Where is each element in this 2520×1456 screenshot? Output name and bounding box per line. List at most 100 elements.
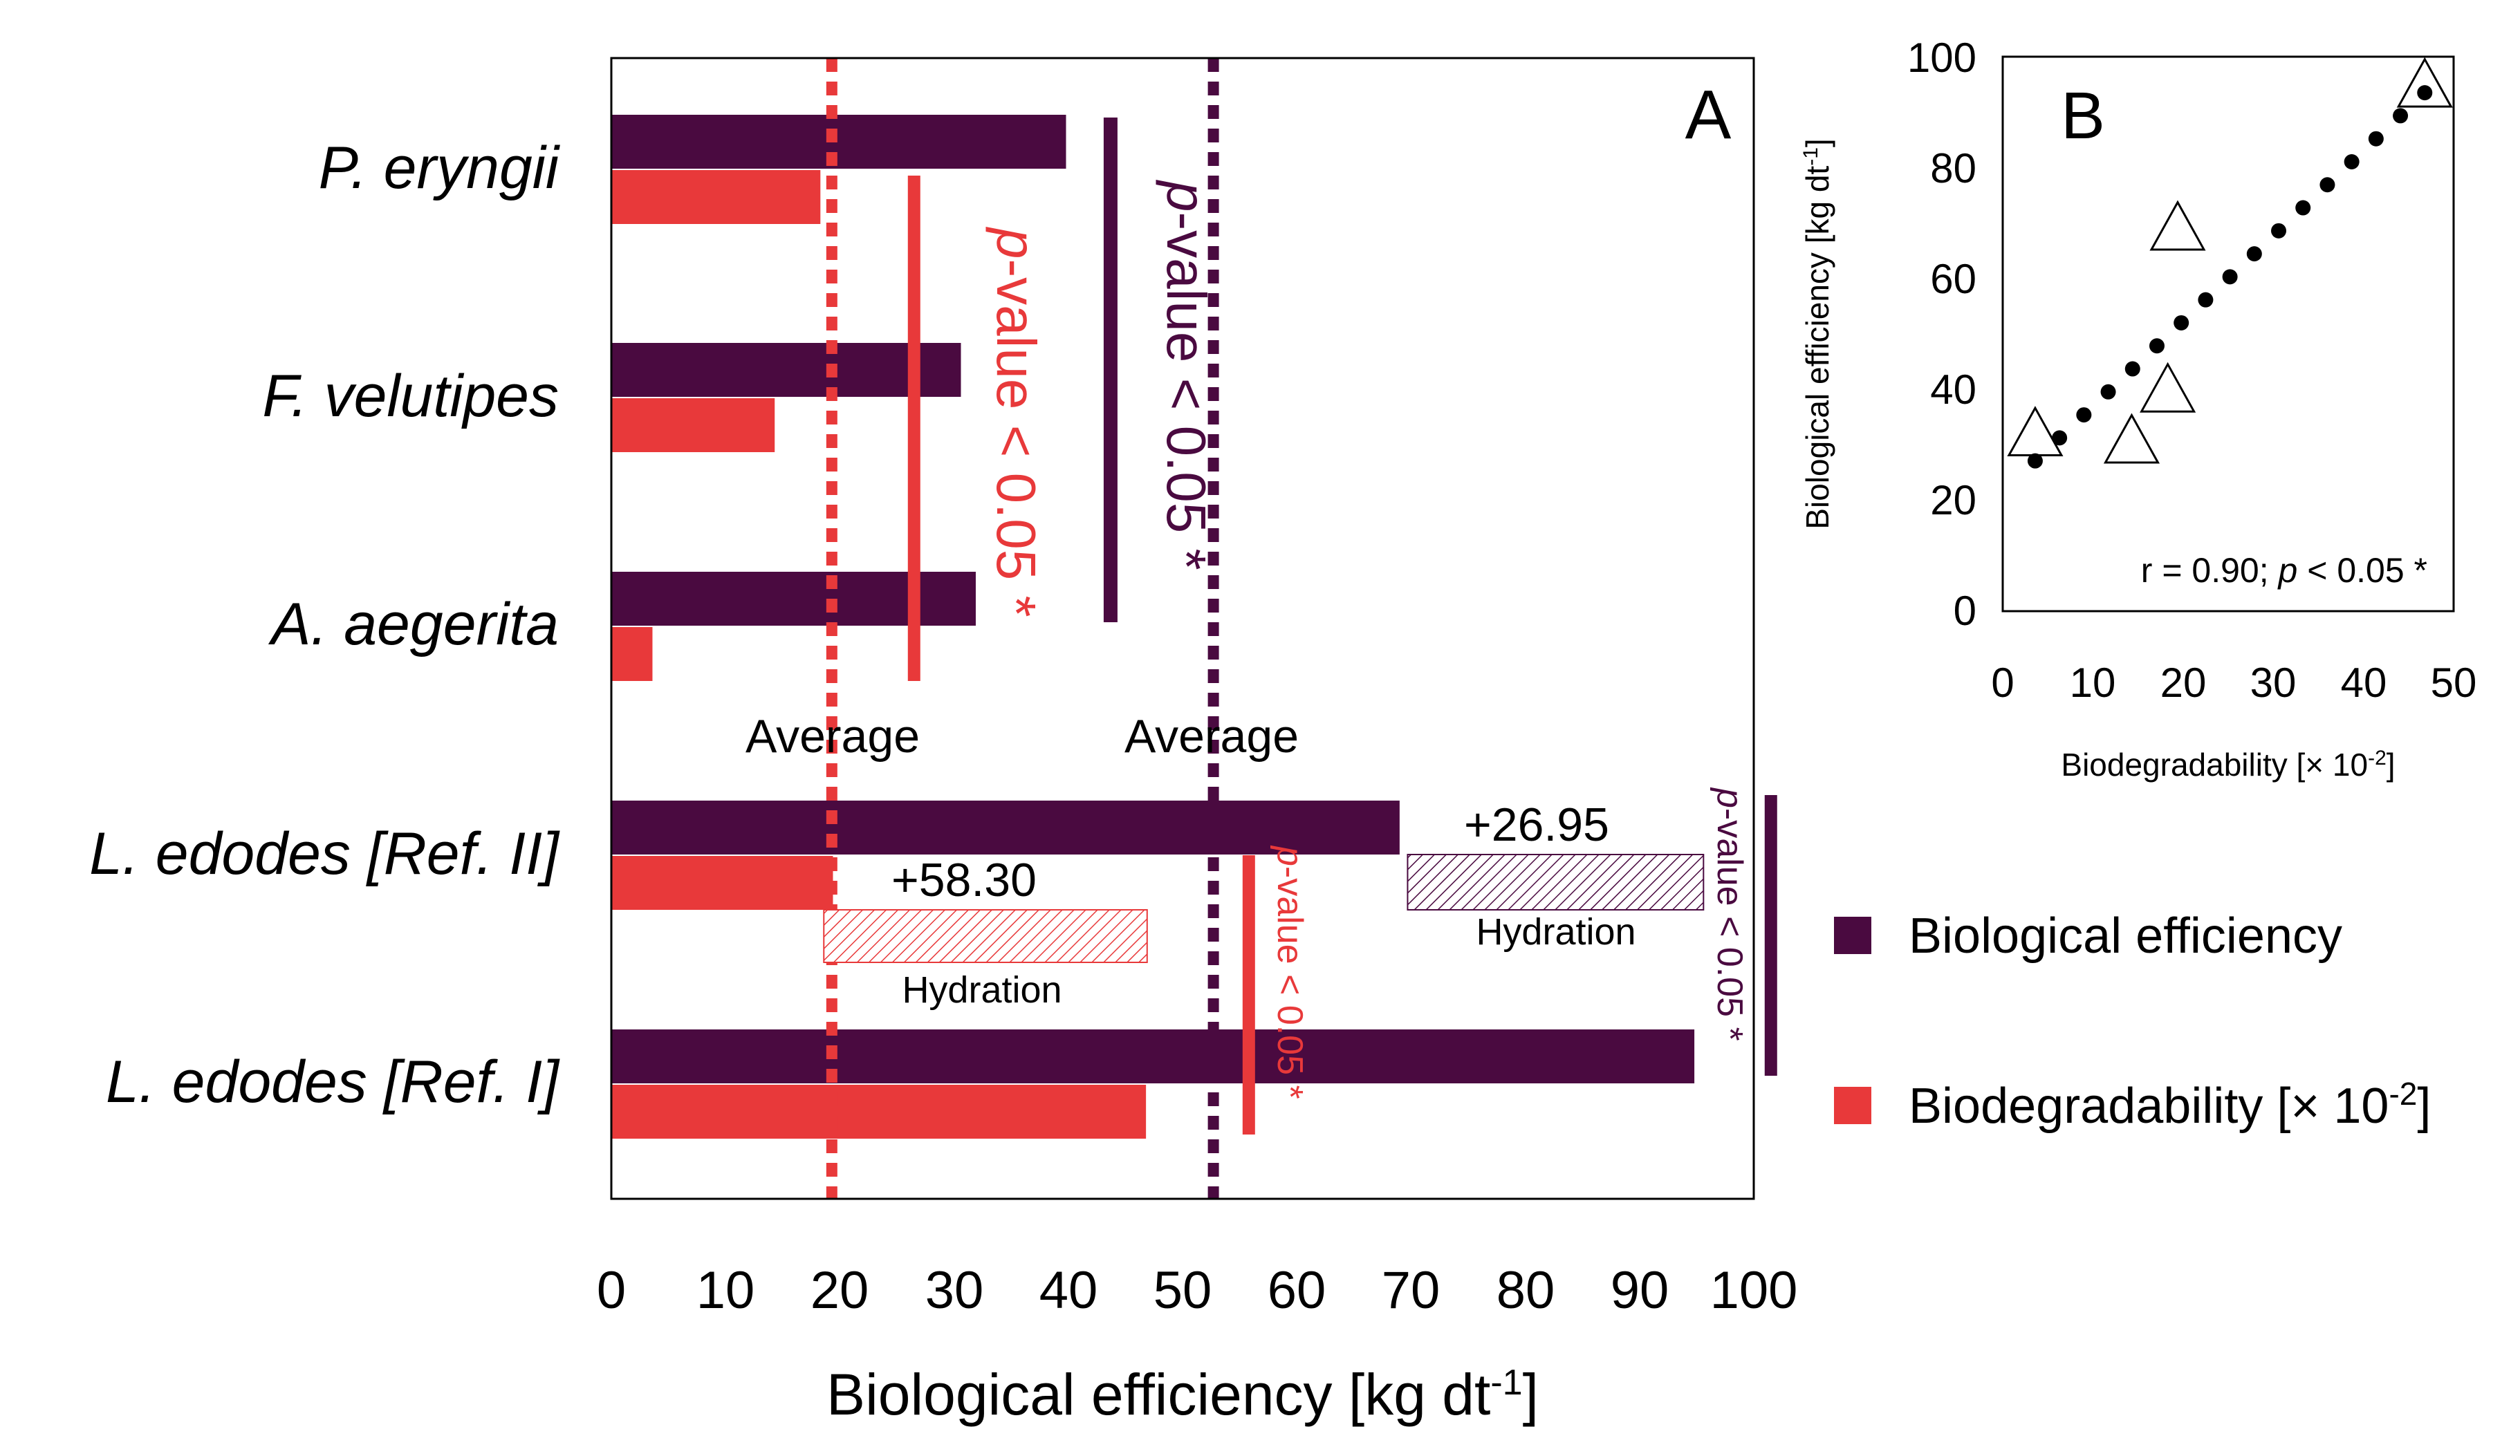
legend-swatch-biodegradability [1834,1087,1871,1124]
panel-b-y-axis-label: Biological efficiency [kg dt-1] [1799,138,1836,529]
trend-line-dot [2076,407,2092,423]
panel-b-label: B [2061,79,2105,153]
trend-line-dot [2344,153,2360,169]
a-xtick-80: 80 [1497,1261,1555,1320]
a-xtick-20: 20 [810,1261,869,1320]
hydration-value-biological-efficiency: +26.95 [1464,799,1609,851]
trend-line-dot [2295,200,2311,216]
panel-a-significance-brackets [907,118,1777,1135]
panel-a-label: A [1685,76,1732,153]
bar-biodegradability-10-2-l-edodes-ref-i [611,1085,1147,1139]
hydration-label-biological-efficiency: Hydration [1476,911,1636,953]
p-value-label-lower-biodegradability: p-value < 0.05 * [1270,845,1310,1099]
trend-line-dot [2246,246,2262,262]
panel-a-average-lines [826,58,1219,1199]
panel-a-x-ticks: 0 10 20 30 40 50 60 70 80 90 100 [597,1261,1798,1320]
panel-a-frame [610,57,1755,1200]
b-xtick-10: 10 [2070,660,2116,706]
trend-line-dot [2393,108,2409,124]
significance-bar-4 [1764,795,1777,1076]
a-xtick-40: 40 [1039,1261,1098,1320]
trend-line-dot [2100,384,2116,400]
category-label-p-eryngii: P. eryngii [319,135,561,201]
bar-biological-efficiency-f-velutipes [611,343,961,397]
scatter-point-1 [2007,406,2064,457]
legend: Biological efficiency Biodegradability [… [1834,908,2431,1134]
b-ytick-80: 80 [1930,145,1976,192]
trend-line-dot [2368,131,2384,147]
trend-line-dot [2417,85,2433,101]
b-ytick-0: 0 [1954,588,1976,634]
bar-biodegradability-10-2-a-aegerita [611,627,653,681]
b-xtick-40: 40 [2341,660,2387,706]
trend-line-dot [2149,338,2165,354]
trend-line-dot [2027,453,2043,469]
panel-b-x-ticks: 0 10 20 30 40 50 [1991,660,2476,706]
b-xtick-50: 50 [2431,660,2477,706]
scatter-point-5 [2396,57,2453,108]
significance-bar-2 [1103,118,1118,622]
b-ytick-60: 60 [1930,256,1976,302]
a-xtick-10: 10 [696,1261,755,1320]
scatter-point-2 [2103,413,2160,464]
average-label-biological-efficiency: Average [1124,710,1299,763]
b-xtick-30: 30 [2250,660,2297,706]
a-xtick-50: 50 [1154,1261,1212,1320]
legend-swatch-biological-efficiency [1834,917,1871,954]
a-xtick-100: 100 [1710,1261,1798,1320]
category-label-l-edodes-ref-ii: L. edodes [Ref. II] [89,821,560,887]
bar-biological-efficiency-l-edodes-ref-ii [611,801,1400,855]
panel-a-hydration-boxes [823,854,1705,963]
hydration-box-biological-efficiency [1407,854,1705,911]
b-xtick-20: 20 [2160,660,2207,706]
b-ytick-100: 100 [1907,35,1976,81]
bar-biological-efficiency-p-eryngii [611,115,1066,169]
bar-biodegradability-10-2-l-edodes-ref-ii [611,856,833,910]
p-value-label-upper-biodegradability: p-value < 0.05 * [985,227,1047,617]
trend-line-dot [2222,269,2238,285]
panel-b-y-ticks: 0 20 40 60 80 100 [1907,35,1976,634]
panel-a-chart: A P. eryngii F. velutipes A. aegerita L.… [89,57,1798,1427]
bar-biodegradability-10-2-p-eryngii [611,170,821,224]
scatter-point-4 [2149,200,2206,251]
a-xtick-30: 30 [925,1261,984,1320]
panel-b-chart: B 0 20 40 60 80 100 0 10 20 30 40 50 Bio… [1799,35,2477,783]
panel-b-trend-line [2027,85,2433,469]
trend-line-dot [2124,361,2140,377]
average-label-biodegradability: Average [745,710,920,763]
category-label-l-edodes-ref-i: L. edodes [Ref. I] [106,1049,560,1115]
legend-label-biodegradability: Biodegradability [× 10-2] [1909,1076,2431,1134]
panel-b-x-axis-label: Biodegradability [× 10-2] [2061,747,2395,783]
trend-line-dot [2052,430,2068,446]
significance-bar-1 [907,176,920,681]
legend-label-biological-efficiency: Biological efficiency [1909,908,2342,964]
hydration-box-biodegradability [823,909,1148,963]
panel-a-x-axis-label: Biological efficiency [kg dt-1] [826,1362,1539,1427]
bar-biological-efficiency-a-aegerita [611,572,976,626]
b-xtick-0: 0 [1991,660,2014,706]
significance-bar-3 [1242,855,1255,1135]
trend-line-dot [2198,292,2214,308]
a-xtick-70: 70 [1382,1261,1440,1320]
panel-a-bars [611,115,1695,1139]
bar-biodegradability-10-2-f-velutipes [611,398,775,452]
panel-b-points [2007,57,2453,464]
trend-line-dot [2271,223,2287,239]
trend-line-dot [2174,315,2189,330]
a-xtick-90: 90 [1611,1261,1669,1320]
scatter-point-3 [2140,362,2196,413]
hydration-value-biodegradability: +58.30 [891,854,1037,906]
b-ytick-20: 20 [1930,477,1976,523]
category-label-f-velutipes: F. velutipes [262,363,559,429]
p-value-label-lower-biological-efficiency: p-value < 0.05 * [1710,787,1750,1041]
category-label-a-aegerita: A. aegerita [268,591,559,657]
b-ytick-40: 40 [1930,366,1976,413]
panel-b-correlation-annotation: r = 0.90; p < 0.05 * [2141,551,2427,590]
trend-line-dot [2319,177,2335,193]
panel-b-frame [2001,55,2455,613]
a-xtick-0: 0 [597,1261,626,1320]
p-value-label-upper-biological-efficiency: p-value < 0.05 * [1156,180,1217,570]
bar-biological-efficiency-l-edodes-ref-i [611,1029,1695,1083]
hydration-label-biodegradability: Hydration [902,969,1062,1011]
